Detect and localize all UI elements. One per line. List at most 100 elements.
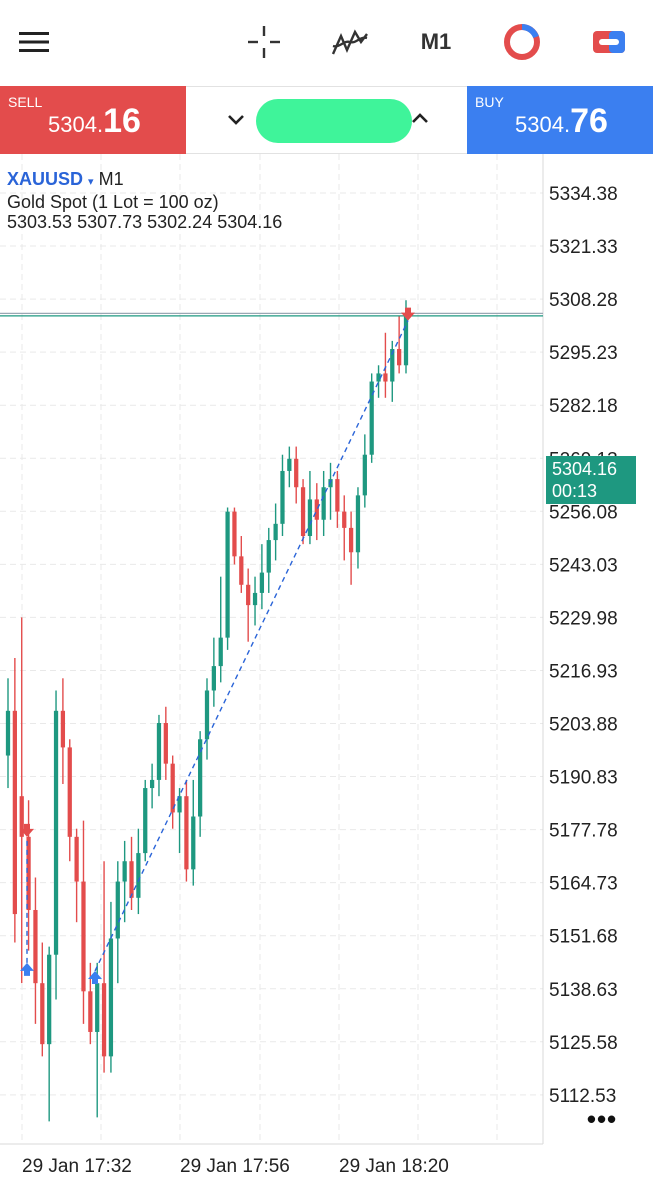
buy-trade-arrow <box>20 962 34 976</box>
candle-body <box>321 487 326 520</box>
clock-icon[interactable] <box>498 20 546 64</box>
candle-body <box>300 487 306 537</box>
candle-body <box>280 470 285 524</box>
candlestick-chart[interactable]: 5334.385321.335308.285295.235282.185269.… <box>0 154 653 1200</box>
candle-body <box>143 788 148 854</box>
price-axis-label: 5164.73 <box>549 874 618 895</box>
candle-body <box>218 637 223 667</box>
candle-body <box>362 454 367 496</box>
time-axis-label: 29 Jan 17:56 <box>180 1156 290 1177</box>
candle-body <box>259 572 265 593</box>
current-price: 5304.16 <box>552 459 618 479</box>
candle-body <box>335 479 340 512</box>
candle-body <box>88 991 93 1032</box>
candle-body <box>95 983 100 1032</box>
candle-body <box>198 739 203 817</box>
candle-body <box>403 316 409 366</box>
candle-body <box>60 710 66 748</box>
candle-body <box>129 861 134 898</box>
candle-body <box>12 710 17 915</box>
candle-body <box>47 954 52 1045</box>
candle-body <box>101 983 107 1057</box>
candle-body <box>246 584 251 606</box>
sell-trade-arrow <box>20 823 34 837</box>
price-axis-label: 5308.28 <box>549 290 618 311</box>
candle-body <box>390 349 395 382</box>
chevron-down-icon[interactable] <box>224 107 248 131</box>
candle-body <box>33 910 38 984</box>
candle-body <box>266 540 271 573</box>
sell-label: SELL <box>8 94 43 110</box>
candle-body <box>184 796 189 870</box>
buy-button[interactable]: BUY 5304.76 <box>467 86 653 154</box>
candle-body <box>232 511 237 557</box>
time-axis-label: 29 Jan 18:20 <box>339 1156 449 1177</box>
candle-body <box>191 816 196 870</box>
price-axis-label: 5138.63 <box>549 980 618 1001</box>
candle-body <box>204 690 210 740</box>
buy-label: BUY <box>475 94 504 110</box>
price-axis-label: 5229.98 <box>549 608 618 629</box>
price-axis-label: 5295.23 <box>549 343 618 364</box>
candle-body <box>397 349 402 366</box>
candle-body <box>294 458 299 488</box>
bar-countdown: 00:13 <box>552 481 598 501</box>
symbol-name[interactable]: XAUUSD <box>7 169 84 189</box>
candle-body <box>19 796 24 837</box>
volume-box <box>186 86 467 154</box>
price-axis-label: 5190.83 <box>549 768 618 789</box>
chevron-up-icon[interactable] <box>408 107 432 131</box>
candle-body <box>67 747 72 837</box>
price-axis-label: 5151.68 <box>549 927 618 948</box>
price-axis-label: 5334.38 <box>549 184 618 205</box>
sell-button[interactable]: SELL 5304.16 <box>0 86 186 154</box>
candle-body <box>211 666 216 691</box>
candle-body <box>273 523 278 541</box>
price-axis-label: 5243.03 <box>549 555 618 576</box>
top-toolbar: M1 <box>0 0 653 86</box>
hamburger-menu-icon[interactable] <box>10 20 58 64</box>
candle-body <box>163 723 168 764</box>
candle-body <box>156 723 162 780</box>
sell-trade-arrow <box>401 307 415 321</box>
candle-body <box>115 881 120 939</box>
candle-body <box>74 836 79 882</box>
candle-body <box>225 511 230 638</box>
more-options-button[interactable]: ••• <box>586 1104 618 1134</box>
candle-body <box>81 881 86 992</box>
sell-price: 5304.16 <box>48 102 141 140</box>
candle-body <box>40 983 45 1045</box>
price-axis-label: 5256.08 <box>549 502 618 523</box>
candle-body <box>252 592 258 606</box>
candle-body <box>287 458 292 471</box>
chart-area[interactable]: 5334.385321.335308.285295.235282.185269.… <box>0 154 653 1200</box>
candle-body <box>108 938 114 1057</box>
candle-body <box>348 527 354 553</box>
indicators-icon[interactable] <box>326 20 374 64</box>
volume-field-redacted[interactable] <box>256 99 412 143</box>
price-axis-label: 5125.58 <box>549 1033 618 1054</box>
timeframe-selector[interactable]: M1 <box>420 29 452 54</box>
candle-body <box>314 499 319 520</box>
trade-icon[interactable] <box>585 20 633 64</box>
buy-price: 5304.76 <box>515 102 608 140</box>
one-click-trade-panel: SELL 5304.16 BUY 5304.76 <box>0 86 653 154</box>
candle-body <box>170 763 175 813</box>
candle-body <box>136 853 141 898</box>
chart-legend: XAUUSD ▾ M1 Gold Spot (1 Lot = 100 oz) 5… <box>7 169 282 232</box>
price-axis-label: 5177.78 <box>549 821 618 842</box>
price-axis-label: 5321.33 <box>549 237 618 258</box>
ohlc-values: 5303.53 5307.73 5302.24 5304.16 <box>7 212 283 232</box>
candle-body <box>307 499 313 537</box>
crosshair-icon[interactable] <box>240 20 288 64</box>
price-axis-label: 5282.18 <box>549 396 618 417</box>
price-axis-label: 5112.53 <box>549 1086 616 1107</box>
candle-body <box>342 511 347 528</box>
legend-timeframe: M1 <box>98 169 124 189</box>
price-axis-label: 5203.88 <box>549 715 618 736</box>
buy-trade-arrow <box>88 970 102 984</box>
time-axis-label: 29 Jan 17:32 <box>22 1156 132 1177</box>
candle-body <box>383 373 388 382</box>
candle-body <box>5 710 11 756</box>
symbol-dropdown-icon[interactable]: ▾ <box>88 176 94 188</box>
